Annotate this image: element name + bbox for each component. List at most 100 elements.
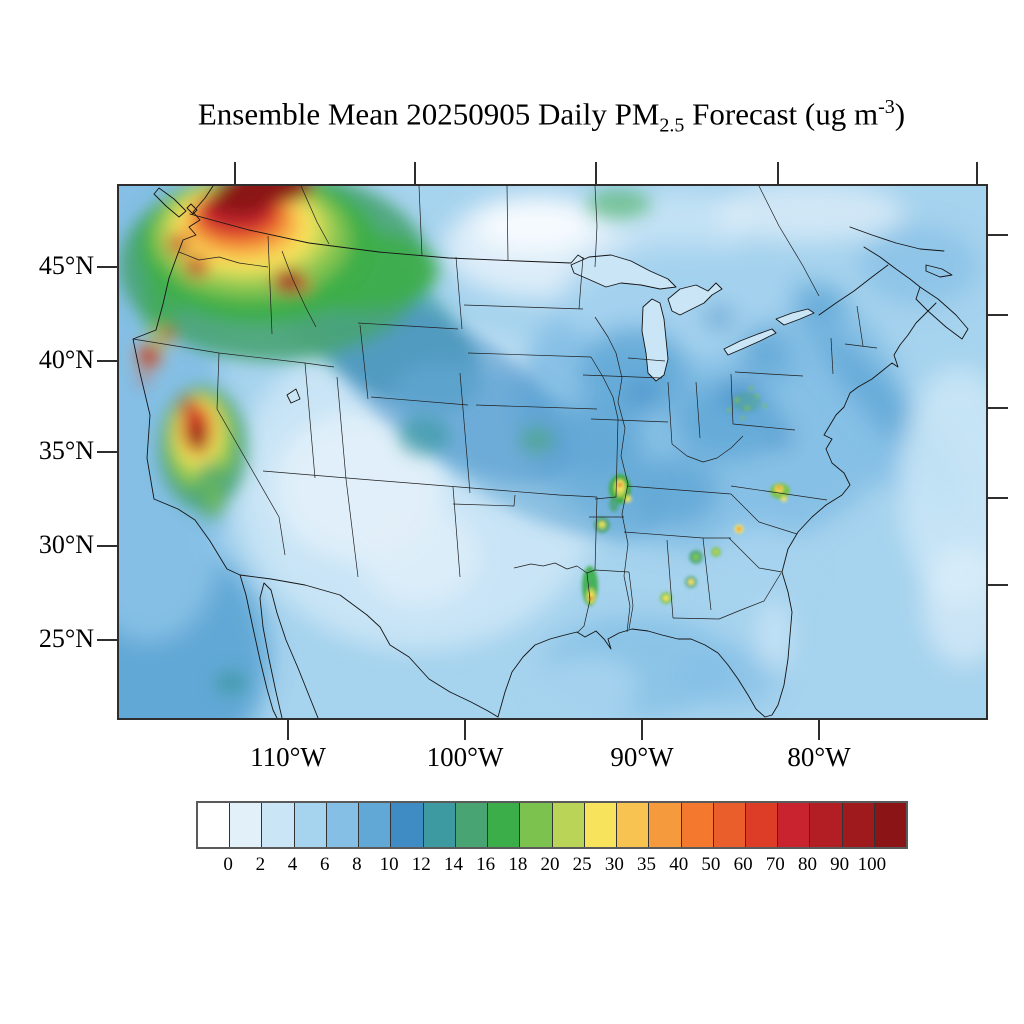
lat-tick-label: 40°N — [38, 345, 94, 374]
colorbar-tick-label: 0 — [223, 854, 233, 875]
colorbar-cell — [681, 803, 714, 847]
colorbar-tick-label: 30 — [604, 854, 624, 875]
colorbar-tick-label: 10 — [379, 854, 399, 875]
colorbar-tick-label: 18 — [508, 854, 528, 875]
colorbar-cell — [262, 803, 295, 847]
smoke-plume-fields — [119, 186, 665, 695]
lat-tick — [97, 360, 118, 362]
colorbar-tick-label: 2 — [255, 854, 266, 875]
lon-tick-label: 110°W — [250, 742, 326, 772]
lat-tick — [97, 266, 118, 268]
lake-superior — [570, 254, 677, 290]
colorbar-tick-label: 90 — [830, 854, 850, 875]
colorbar-cell — [326, 803, 360, 847]
colorbar-cell — [778, 803, 811, 847]
vancouver-island-outline — [153, 187, 198, 218]
colorbar-cell — [649, 803, 682, 847]
colorbar-tick-label: 6 — [319, 854, 330, 875]
colorbar-cell — [584, 803, 618, 847]
colorbar-tick-label: 4 — [287, 854, 298, 875]
title-middle: Forecast (ug m — [684, 96, 879, 132]
us-canada-border — [189, 213, 596, 268]
plot-title: Ensemble Mean 20250905 Daily PM2.5 Forec… — [118, 96, 985, 138]
west-coastline — [132, 186, 278, 718]
great-salt-lake — [286, 388, 301, 404]
local-hotspots — [582, 386, 790, 606]
colorbar-cell — [874, 803, 907, 847]
pm25-contour-map — [119, 186, 986, 718]
lon-tick-top — [777, 162, 779, 184]
lon-tick-top — [414, 162, 416, 184]
lat-tick-right — [987, 314, 1008, 316]
colorbar-cell — [294, 803, 327, 847]
us-mexico-border — [239, 574, 499, 718]
colorbar-tick-label: 14 — [443, 854, 463, 875]
colorbar-cell — [391, 803, 424, 847]
colorbar-cell — [842, 803, 875, 847]
colorbar-cell — [552, 803, 585, 847]
lat-tick — [97, 451, 118, 453]
lon-tick — [641, 718, 643, 740]
lon-tick — [287, 718, 289, 740]
colorbar-tick-label: 20 — [540, 854, 560, 875]
colorbar-cell — [713, 803, 746, 847]
lon-tick-top — [595, 162, 597, 184]
lat-tick-label: 30°N — [38, 530, 94, 559]
lat-tick-label: 45°N — [38, 251, 94, 280]
state-borders — [132, 186, 878, 634]
title-prefix: Ensemble Mean 20250905 Daily PM — [197, 96, 660, 132]
lon-tick-top — [976, 162, 978, 184]
prince-edward-island-outline — [925, 264, 953, 278]
title-subscript: 2.5 — [659, 114, 685, 137]
gulf-atlantic-coastline — [497, 302, 937, 718]
lat-tick — [97, 639, 118, 641]
colorbar-tick-label: 100 — [857, 854, 887, 875]
colorbar-cell — [423, 803, 456, 847]
colorbar-tick-label: 70 — [765, 854, 785, 875]
lake-huron — [667, 282, 723, 316]
lake-ontario — [775, 308, 815, 326]
lat-tick-right — [987, 407, 1008, 409]
colorbar-tick-label: 60 — [733, 854, 753, 875]
colorbar-cell — [198, 803, 231, 847]
lat-tick-right — [987, 497, 1008, 499]
lon-tick-label: 90°W — [610, 742, 674, 772]
colorbar-cell — [745, 803, 779, 847]
colorbar-tick-label: 80 — [797, 854, 817, 875]
colorbar-labels: 0 2 4 6 8 10 12 14 16 18 20 25 30 35 40 50 60 70 80 90 100 — [196, 854, 904, 880]
st-lawrence-coastline — [818, 226, 945, 316]
lat-tick-right — [987, 584, 1008, 586]
lake-erie — [723, 328, 777, 356]
lat-tick-label: 35°N — [38, 436, 94, 465]
colorbar-tick-label: 16 — [476, 854, 496, 875]
lat-tick-label: 25°N — [38, 624, 94, 653]
coastline-and-borders — [132, 186, 969, 718]
lon-tick — [464, 718, 466, 740]
title-superscript: -3 — [878, 96, 895, 118]
title-suffix: ) — [894, 96, 906, 132]
lon-tick-label: 80°W — [787, 742, 851, 772]
colorbar-cell — [520, 803, 553, 847]
lat-tick-right — [987, 234, 1008, 236]
colorbar-tick-label: 35 — [637, 854, 657, 875]
colorbar-tick-label: 50 — [701, 854, 721, 875]
colorbar-cell — [810, 803, 843, 847]
lon-tick — [818, 718, 820, 740]
lat-tick — [97, 545, 118, 547]
colorbar-tick-label: 12 — [411, 854, 431, 875]
colorbar-cell — [230, 803, 263, 847]
gulf-of-california-coastline — [259, 582, 319, 718]
lon-tick-label: 100°W — [426, 742, 504, 772]
colorbar-cell — [488, 803, 521, 847]
colorbar-tick-label: 40 — [669, 854, 689, 875]
colorbar-tick-label: 8 — [352, 854, 362, 875]
colorbar-cell — [455, 803, 489, 847]
colorbar-cell — [359, 803, 392, 847]
nova-scotia-outline — [915, 286, 969, 340]
colorbar — [196, 801, 908, 849]
lon-tick-top — [234, 162, 236, 184]
colorbar-tick-label: 25 — [572, 854, 592, 875]
colorbar-cell — [617, 803, 650, 847]
